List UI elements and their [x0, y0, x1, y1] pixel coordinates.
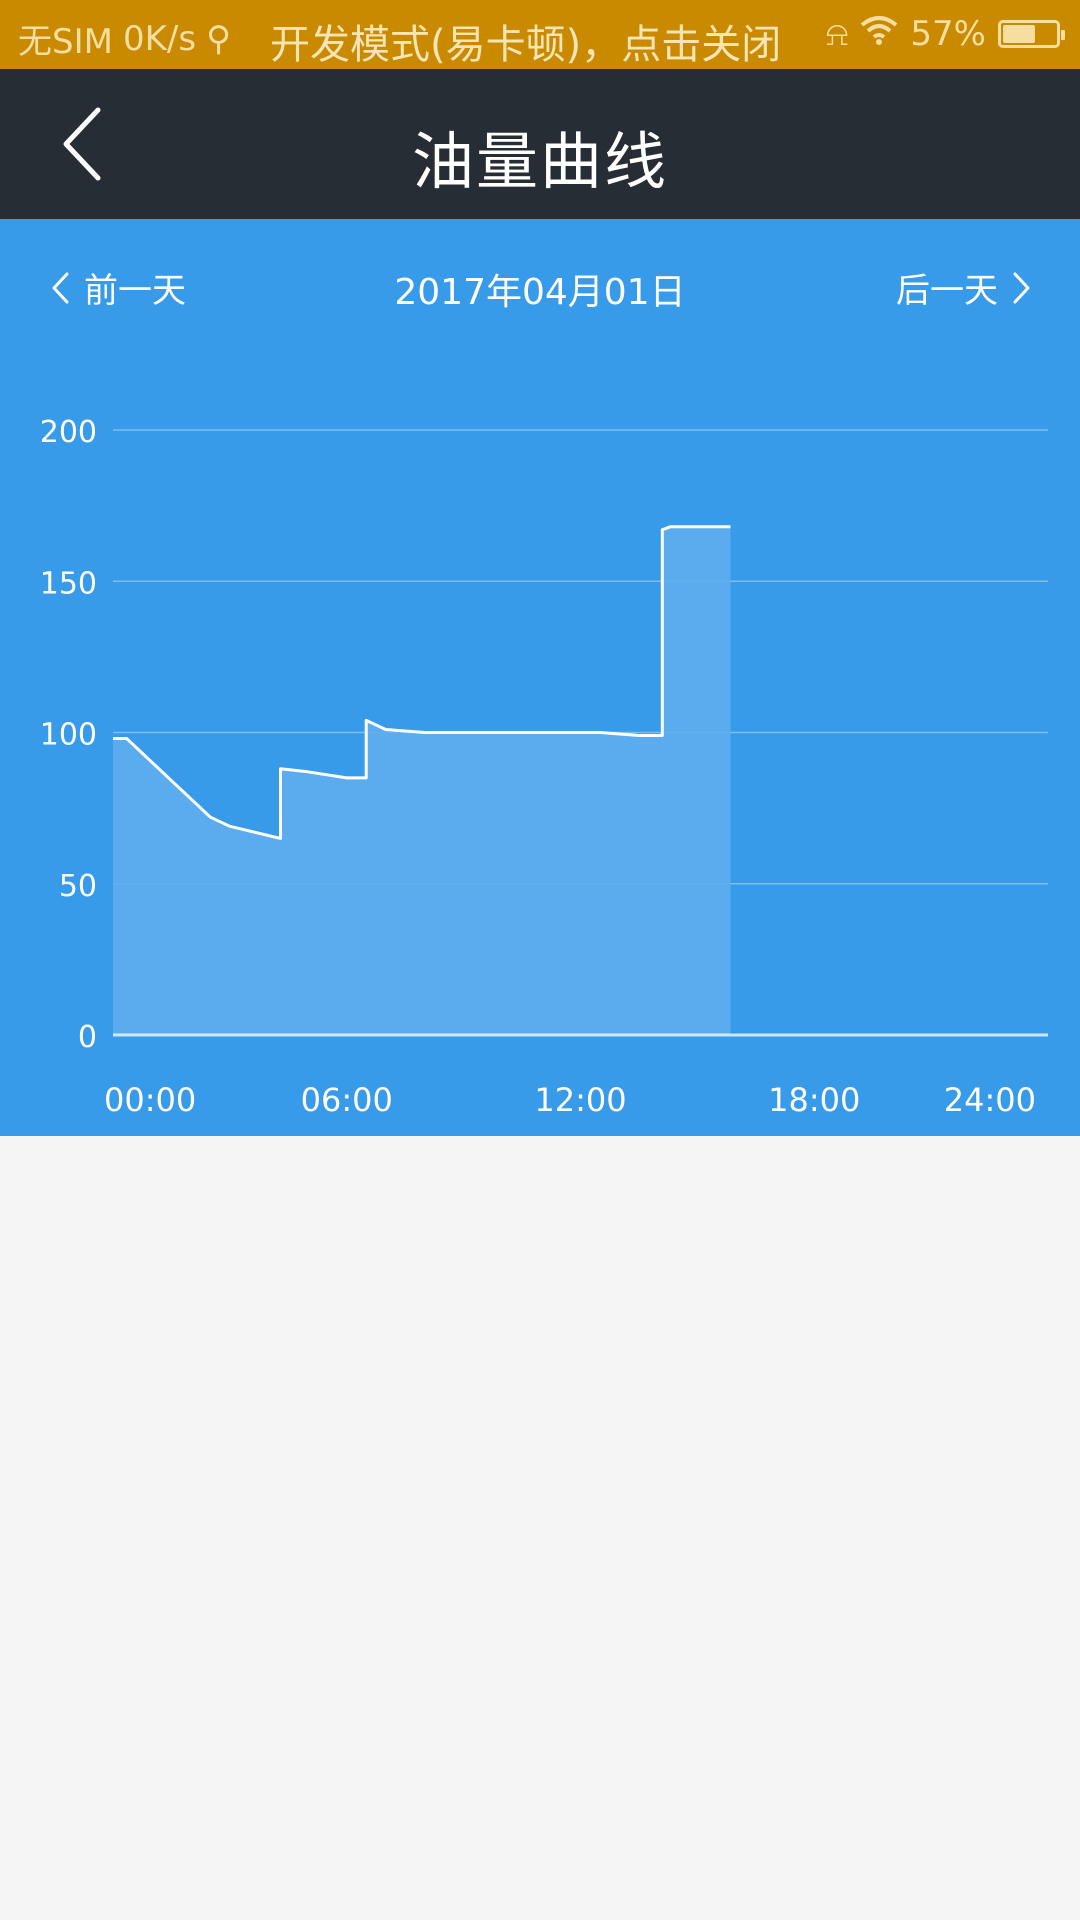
prev-day-button[interactable]: 前一天 [50, 263, 186, 312]
status-left: 无SIM 0K/s ⚲ [18, 14, 231, 63]
chart-panel: 0 50 100 150 200 00:00 06:00 12:00 18:00 24:00 前一… [0, 219, 1080, 1136]
y-tick-label: 150 [40, 566, 97, 601]
battery-icon [998, 20, 1065, 48]
next-day-label: 后一天 [896, 271, 998, 311]
back-button[interactable] [50, 104, 130, 184]
status-right: ⍾ 57% [825, 14, 1065, 54]
y-tick-label: 200 [40, 415, 97, 450]
current-date: 2017年04月01日 [394, 272, 686, 313]
oil-level-chart: 0 50 100 150 200 00:00 06:00 12:00 18:00 24:00 [40, 415, 1048, 1119]
chevron-left-icon [63, 107, 101, 181]
alarm-off-icon: ⍾ [825, 14, 849, 54]
area-fill [113, 526, 731, 1035]
x-tick-label: 00:00 [104, 1081, 196, 1119]
carrier-text: 无SIM [18, 22, 113, 62]
page-title: 油量曲线 [411, 125, 668, 198]
x-tick-label: 12:00 [534, 1081, 626, 1119]
x-tick-label: 06:00 [301, 1081, 393, 1119]
usb-icon: ⚲ [206, 18, 231, 59]
y-tick-label: 50 [59, 869, 97, 904]
x-tick-label: 18:00 [768, 1081, 860, 1119]
wifi-icon [860, 14, 898, 54]
chevron-right-icon [1013, 272, 1030, 303]
network-speed: 0K/s [122, 18, 197, 59]
content-area [0, 1136, 1080, 1920]
status-bar: 无SIM 0K/s ⚲ 开发模式(易卡顿)，点击关闭 ⍾ 57% [0, 0, 1080, 69]
prev-day-label: 前一天 [84, 271, 186, 311]
x-tick-label: 24:00 [944, 1081, 1036, 1119]
dev-mode-banner[interactable]: 开发模式(易卡顿)，点击关闭 [270, 22, 782, 68]
next-day-button[interactable]: 后一天 [896, 263, 1032, 312]
y-tick-label: 100 [40, 718, 97, 753]
chevron-left-icon [52, 272, 69, 303]
nav-bar: 油量曲线 [0, 69, 1080, 219]
series-line [113, 525, 731, 840]
battery-percent: 57% [910, 14, 986, 54]
y-tick-label: 0 [78, 1020, 97, 1055]
